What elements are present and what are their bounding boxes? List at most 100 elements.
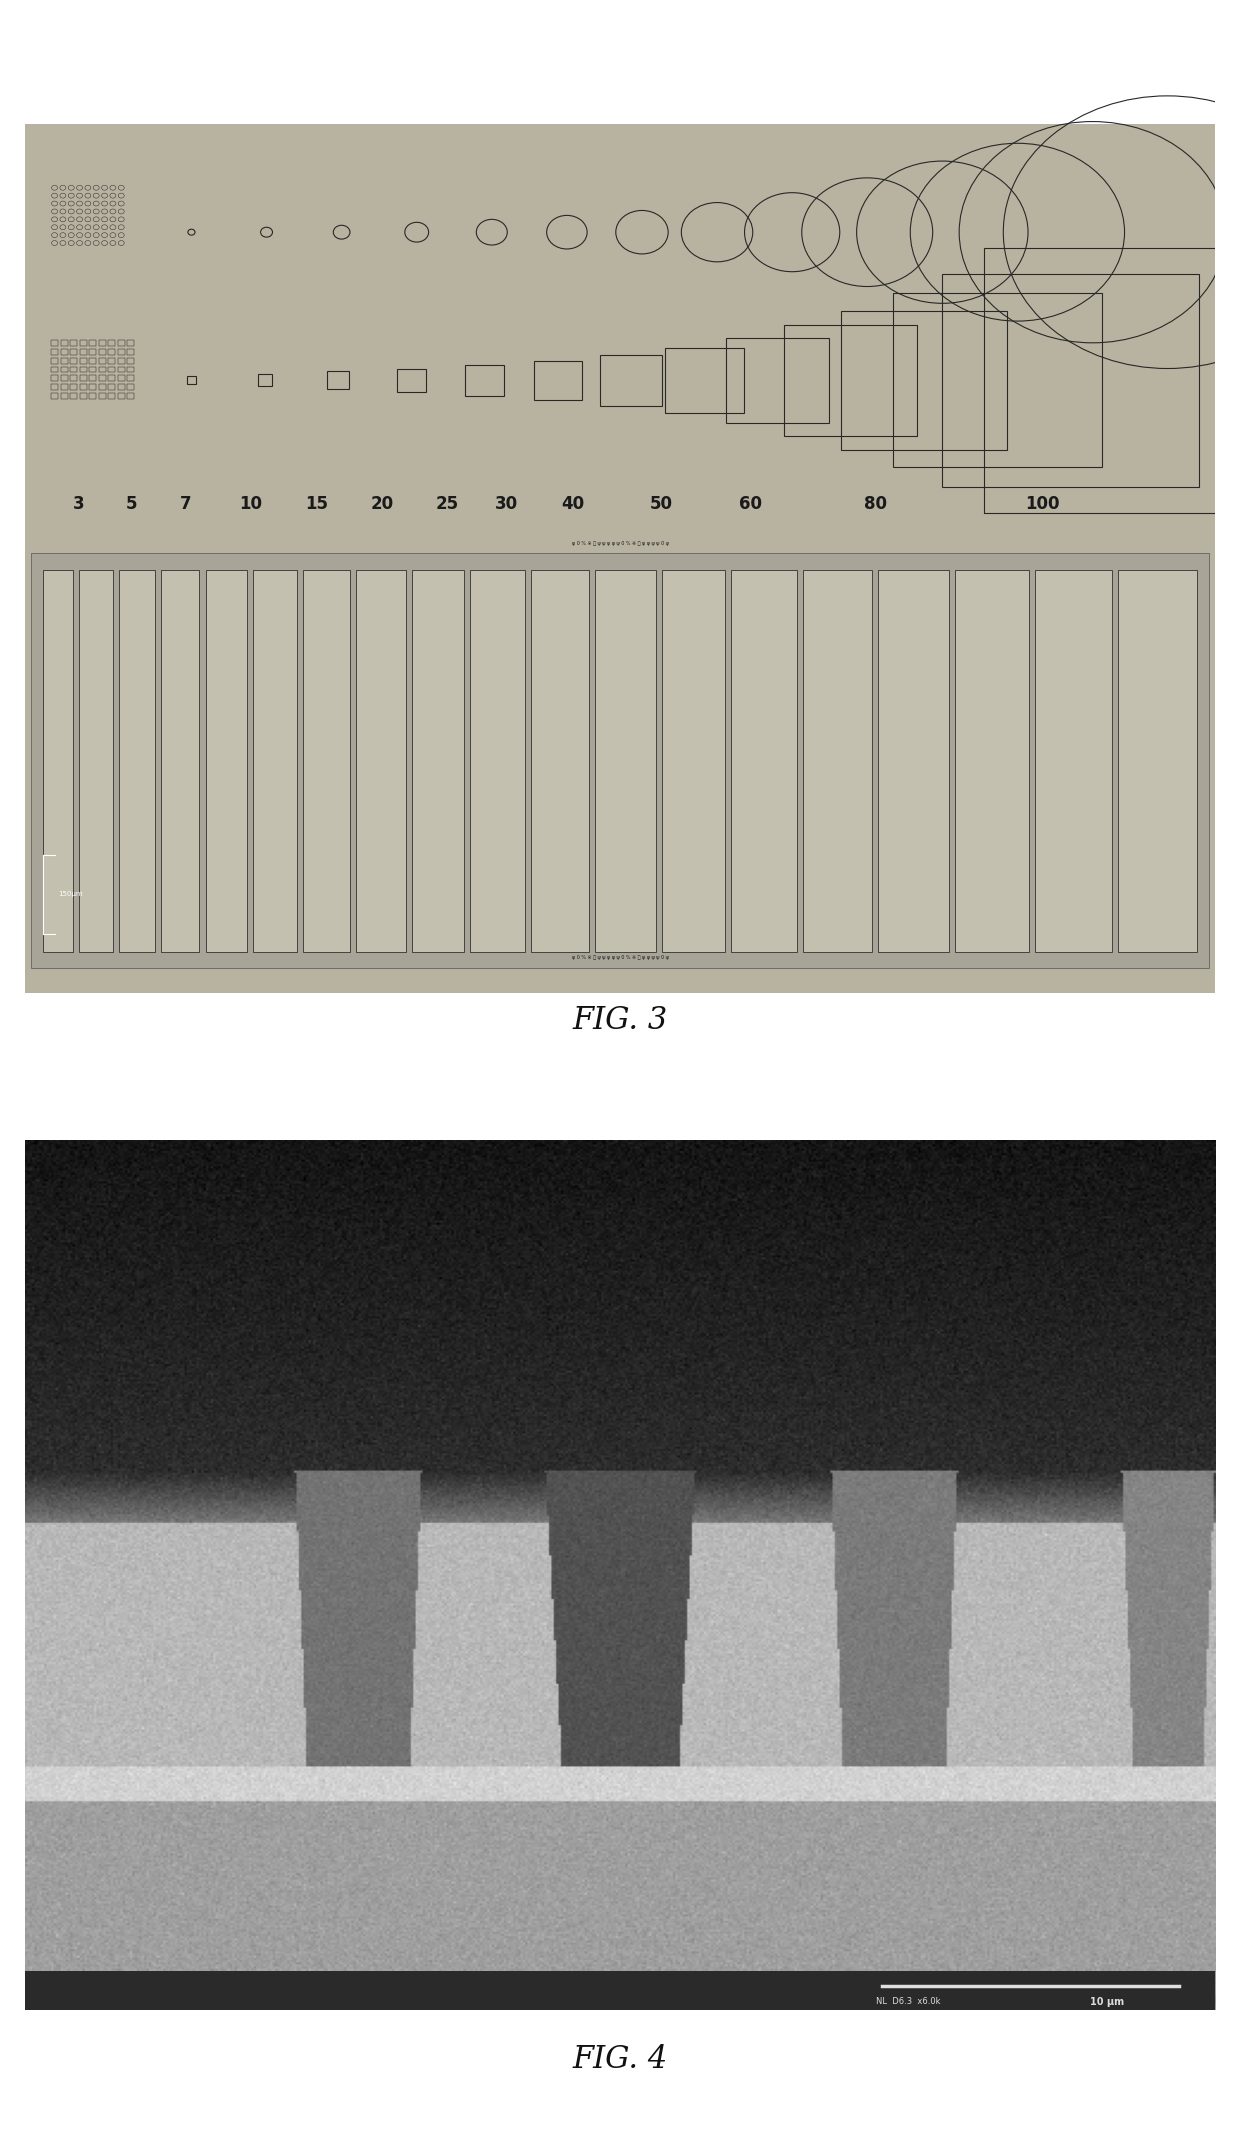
Bar <box>69 375 77 381</box>
Bar <box>51 366 58 373</box>
Bar <box>878 570 949 951</box>
Bar <box>108 358 115 364</box>
Bar <box>79 366 87 373</box>
Bar <box>25 124 1215 992</box>
Bar <box>61 349 68 356</box>
Bar <box>128 358 134 364</box>
Bar <box>69 358 77 364</box>
Bar <box>118 394 125 398</box>
Bar <box>955 570 1029 951</box>
Bar <box>99 394 105 398</box>
Bar <box>732 570 797 951</box>
Bar <box>61 341 68 345</box>
Bar <box>89 375 97 381</box>
Bar <box>108 366 115 373</box>
Bar <box>841 311 1007 450</box>
Bar <box>31 553 1209 968</box>
Bar <box>727 338 828 422</box>
Bar <box>89 358 97 364</box>
Text: ψ 0 % ※ 〓 ψ ψ ψ ψ ψ 0 % ※ 〓 ψ ψ ψ ψ 0 ψ: ψ 0 % ※ 〓 ψ ψ ψ ψ ψ 0 % ※ 〓 ψ ψ ψ ψ 0 ψ <box>572 955 668 960</box>
Bar <box>118 383 125 390</box>
Bar <box>51 349 58 356</box>
Text: 10 μm: 10 μm <box>1090 1996 1125 2007</box>
Text: NL  D6.3  x6.0k: NL D6.3 x6.0k <box>875 1996 940 2007</box>
Bar <box>89 366 97 373</box>
Text: 3: 3 <box>73 495 84 512</box>
Bar <box>118 349 125 356</box>
Bar <box>69 394 77 398</box>
Bar <box>784 326 918 435</box>
Bar <box>465 364 503 396</box>
Bar <box>532 570 589 951</box>
Bar <box>118 366 125 373</box>
Bar <box>412 570 464 951</box>
Text: FIG. 3: FIG. 3 <box>573 1005 667 1037</box>
Bar <box>118 375 125 381</box>
Bar <box>595 570 656 951</box>
Bar <box>356 570 405 951</box>
Text: 60: 60 <box>739 495 763 512</box>
Bar <box>108 394 115 398</box>
Text: 100: 100 <box>1025 495 1060 512</box>
Bar <box>600 356 662 407</box>
Bar <box>99 358 105 364</box>
Bar <box>304 570 350 951</box>
Bar <box>119 570 155 951</box>
Text: 15: 15 <box>305 495 327 512</box>
Bar <box>79 394 87 398</box>
Bar <box>128 349 134 356</box>
Bar <box>187 377 196 383</box>
Bar <box>893 293 1102 467</box>
Bar <box>1035 570 1112 951</box>
Bar <box>662 570 725 951</box>
Bar <box>470 570 526 951</box>
Bar <box>108 383 115 390</box>
Text: 30: 30 <box>495 495 518 512</box>
Text: 40: 40 <box>560 495 584 512</box>
Bar <box>108 375 115 381</box>
Text: ψ 0 % ※ 〓 ψ ψ ψ ψ ψ 0 % ※ 〓 ψ ψ ψ ψ 0 ψ: ψ 0 % ※ 〓 ψ ψ ψ ψ ψ 0 % ※ 〓 ψ ψ ψ ψ 0 ψ <box>572 540 668 546</box>
Bar <box>99 349 105 356</box>
Bar <box>534 360 582 401</box>
Bar <box>99 383 105 390</box>
Bar <box>61 394 68 398</box>
Bar <box>51 383 58 390</box>
Bar <box>79 341 87 345</box>
Text: 5: 5 <box>126 495 138 512</box>
Bar <box>327 371 348 390</box>
Bar <box>397 368 425 392</box>
Text: 10: 10 <box>239 495 263 512</box>
Bar <box>89 383 97 390</box>
Bar <box>61 366 68 373</box>
Text: FIG. 4: FIG. 4 <box>573 2043 667 2076</box>
Bar <box>665 347 744 413</box>
Bar <box>51 394 58 398</box>
Bar <box>89 349 97 356</box>
Bar <box>79 349 87 356</box>
Bar <box>61 375 68 381</box>
Bar <box>51 341 58 345</box>
Bar <box>128 383 134 390</box>
Bar <box>79 375 87 381</box>
Bar <box>99 341 105 345</box>
Bar <box>99 366 105 373</box>
Text: 150μm: 150μm <box>58 891 83 897</box>
Bar <box>69 383 77 390</box>
Text: 80: 80 <box>864 495 888 512</box>
Bar <box>1118 570 1198 951</box>
Bar <box>79 383 87 390</box>
Bar <box>25 1971 1215 2009</box>
Bar <box>79 570 113 951</box>
Bar <box>128 394 134 398</box>
Bar <box>61 383 68 390</box>
Bar <box>118 358 125 364</box>
Bar <box>206 570 247 951</box>
Text: 25: 25 <box>435 495 459 512</box>
Bar <box>79 358 87 364</box>
Bar <box>942 274 1199 486</box>
Bar <box>42 570 73 951</box>
Bar <box>258 375 272 386</box>
Bar <box>51 358 58 364</box>
Text: 50: 50 <box>650 495 673 512</box>
Bar <box>108 341 115 345</box>
